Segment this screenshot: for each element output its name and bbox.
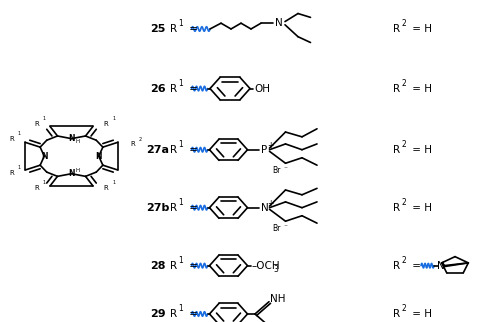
Text: =: = <box>409 260 421 271</box>
Text: 1: 1 <box>42 117 46 121</box>
Text: 29: 29 <box>150 309 166 319</box>
Text: 2: 2 <box>401 140 406 149</box>
Text: Br: Br <box>272 166 280 175</box>
Text: = H: = H <box>409 145 432 155</box>
Text: = H: = H <box>409 83 432 94</box>
Text: 1: 1 <box>18 131 21 136</box>
Text: 1: 1 <box>18 166 21 170</box>
Text: H: H <box>75 139 80 144</box>
Text: R: R <box>170 260 177 271</box>
Text: ⁻: ⁻ <box>284 164 288 173</box>
Text: 1: 1 <box>178 198 183 207</box>
Text: N: N <box>261 203 269 213</box>
Text: N: N <box>41 152 48 161</box>
Text: 2: 2 <box>401 304 406 313</box>
Text: = H: = H <box>409 24 432 34</box>
Text: N: N <box>275 18 283 28</box>
Text: 1: 1 <box>178 304 183 313</box>
Text: –OCH: –OCH <box>252 260 280 271</box>
Text: 26: 26 <box>150 83 166 94</box>
Text: =: = <box>186 24 198 34</box>
Text: R: R <box>104 185 108 191</box>
Text: ⁻: ⁻ <box>284 222 288 231</box>
Text: OH: OH <box>254 83 270 94</box>
Text: R: R <box>170 145 177 155</box>
Text: R: R <box>393 24 400 34</box>
Text: NH: NH <box>270 294 285 305</box>
Text: R: R <box>393 309 400 319</box>
Text: P: P <box>261 145 267 155</box>
Text: 28: 28 <box>150 260 165 271</box>
Text: 1: 1 <box>112 117 115 121</box>
Text: R: R <box>34 121 39 127</box>
Text: = H: = H <box>409 309 432 319</box>
Text: Br: Br <box>272 224 280 233</box>
Text: 3: 3 <box>273 265 278 274</box>
Text: =: = <box>186 145 198 155</box>
Text: R: R <box>170 203 177 213</box>
Text: 2: 2 <box>401 79 406 88</box>
Text: 1: 1 <box>178 140 183 149</box>
Text: N: N <box>96 152 102 161</box>
Text: N: N <box>68 169 75 178</box>
Text: =: = <box>186 203 198 213</box>
Text: R: R <box>393 83 400 94</box>
Text: 1: 1 <box>178 79 183 88</box>
Text: +: + <box>268 199 274 208</box>
Text: +: + <box>268 141 274 150</box>
Text: R: R <box>393 145 400 155</box>
Text: 1: 1 <box>178 256 183 265</box>
Text: R: R <box>170 83 177 94</box>
Text: H: H <box>75 168 80 173</box>
Text: R: R <box>10 136 14 142</box>
Text: R: R <box>170 24 177 34</box>
Text: R: R <box>393 260 400 271</box>
Text: =: = <box>186 83 198 94</box>
Text: =: = <box>186 260 198 271</box>
Text: 1: 1 <box>112 180 115 185</box>
Text: 2: 2 <box>401 19 406 28</box>
Text: = H: = H <box>409 203 432 213</box>
Text: 1: 1 <box>42 180 46 185</box>
Text: R: R <box>393 203 400 213</box>
Text: R: R <box>170 309 177 319</box>
Text: R: R <box>34 185 39 191</box>
Text: 2: 2 <box>401 256 406 265</box>
Text: 27a: 27a <box>146 145 169 155</box>
Text: 1: 1 <box>178 19 183 28</box>
Text: N: N <box>68 134 75 143</box>
Text: R: R <box>104 121 108 127</box>
Text: 2: 2 <box>401 198 406 207</box>
Text: =: = <box>186 309 198 319</box>
Text: R: R <box>10 170 14 176</box>
Text: 2: 2 <box>138 137 141 142</box>
Text: 27b: 27b <box>146 203 169 213</box>
Text: R: R <box>130 141 135 147</box>
Text: N: N <box>437 260 445 271</box>
Text: 25: 25 <box>150 24 165 34</box>
